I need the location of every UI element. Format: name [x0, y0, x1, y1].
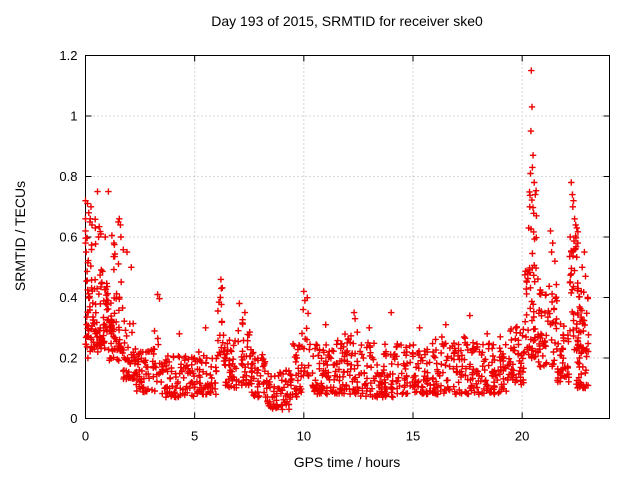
- x-tick-label: 5: [191, 429, 198, 444]
- x-tick-label: 15: [406, 429, 420, 444]
- y-tick-label: 0.4: [59, 290, 77, 305]
- x-tick-label: 0: [82, 429, 89, 444]
- tick-marks: [85, 55, 610, 419]
- y-tick-label: 0: [70, 411, 77, 426]
- grid-lines: [85, 55, 610, 419]
- x-tick-label: 10: [297, 429, 311, 444]
- y-tick-label: 1.2: [59, 48, 77, 63]
- chart-title: Day 193 of 2015, SRMTID for receiver ske…: [211, 13, 483, 29]
- y-tick-label: 0.6: [59, 230, 77, 245]
- y-tick-label: 0.2: [59, 351, 77, 366]
- x-axis-label: GPS time / hours: [293, 454, 401, 470]
- data-points: [82, 67, 592, 413]
- x-tick-label: 20: [515, 429, 529, 444]
- y-tick-label: 0.8: [59, 169, 77, 184]
- y-tick-label: 1: [70, 109, 77, 124]
